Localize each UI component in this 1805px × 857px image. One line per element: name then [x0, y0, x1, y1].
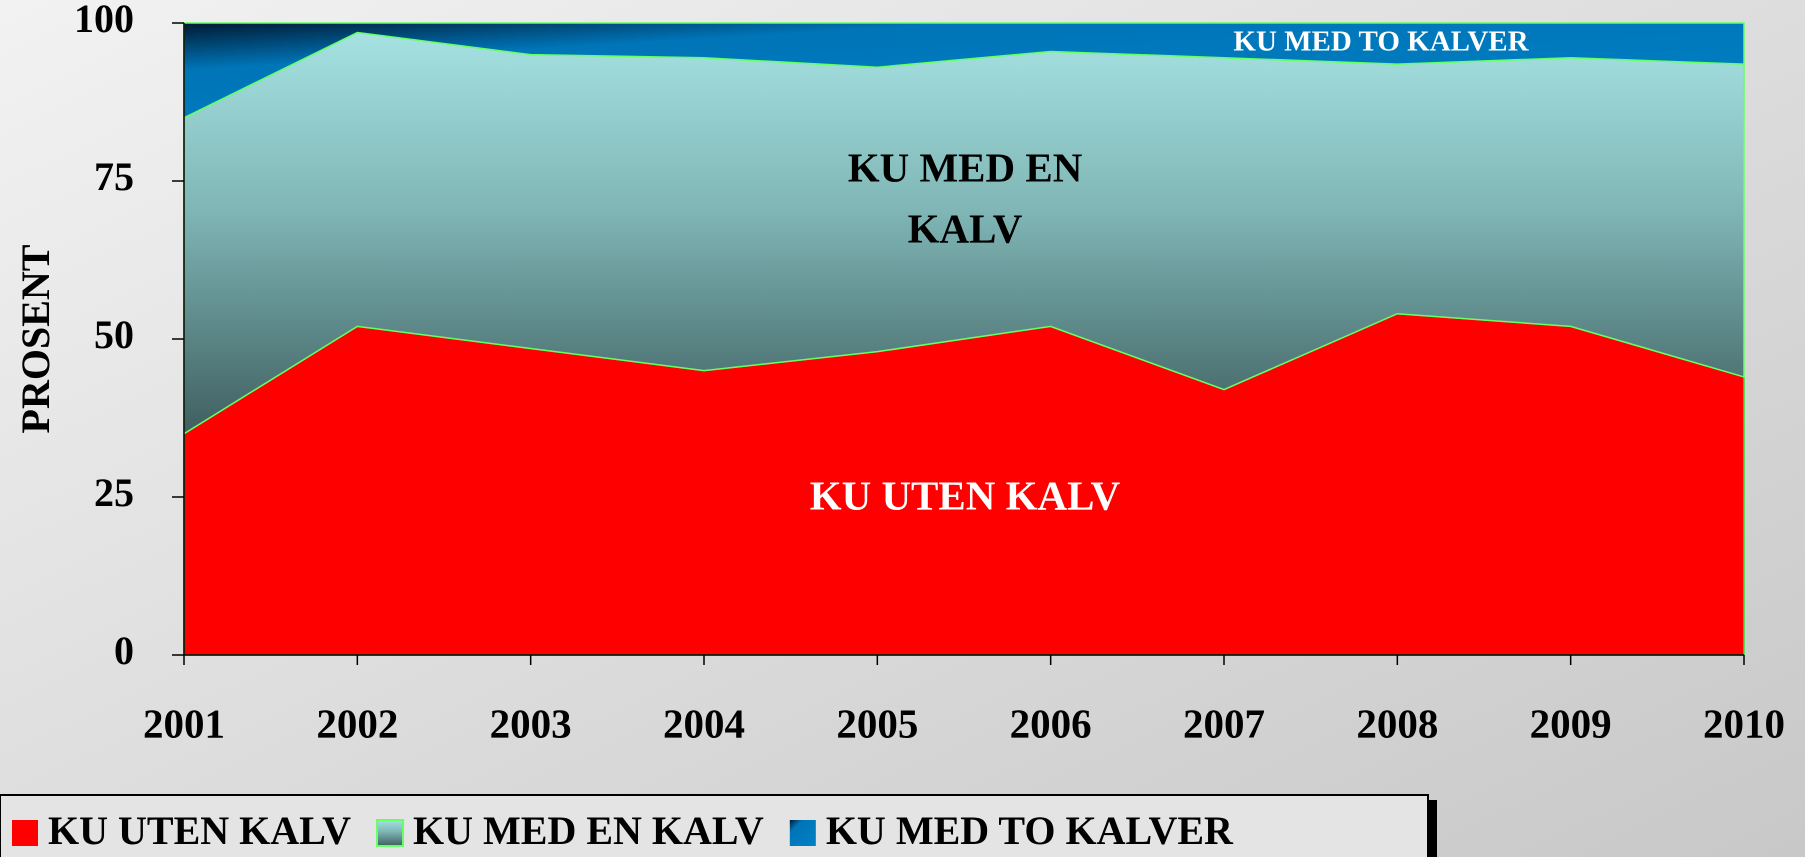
y-tick-label: 50: [94, 312, 134, 357]
x-tick-label: 2009: [1530, 700, 1612, 746]
legend-swatch: [789, 820, 816, 846]
annotation: KALV: [908, 205, 1023, 251]
y-tick-label: 25: [94, 470, 134, 515]
x-tick-label: 2006: [1010, 700, 1092, 746]
x-tick-label: 2010: [1703, 700, 1785, 746]
x-tick-label: 2001: [143, 700, 225, 746]
x-tick-label: 2008: [1356, 700, 1438, 746]
x-tick-label: 2004: [663, 700, 745, 746]
area: [183, 22, 1745, 120]
y-tick-label: 100: [74, 0, 134, 41]
x-tick-label: 2003: [490, 700, 572, 746]
annotation: KU MED TO KALVER: [1233, 26, 1529, 58]
x-tick-label: 2007: [1183, 700, 1265, 746]
legend-swatch: [376, 819, 405, 847]
y-axis-label: PROSENT: [13, 244, 58, 433]
legend-box: [0, 794, 1429, 857]
x-tick-label: 2005: [836, 700, 918, 746]
y-tick-label: 75: [94, 154, 134, 199]
legend-label: KU MED TO KALVER: [826, 808, 1234, 853]
legend-label: KU MED EN KALV: [413, 808, 764, 853]
y-tick-label: 0: [114, 628, 134, 673]
legend: KU UTEN KALV KU MED EN KALV KU MED TO KALV…: [0, 794, 1437, 857]
legend-swatch: [12, 820, 38, 846]
x-tick-label: 2002: [316, 700, 398, 746]
annotation: KU UTEN KALV: [810, 472, 1121, 518]
legend-label: KU UTEN KALV: [48, 808, 351, 853]
annotation: KU MED EN: [848, 144, 1083, 190]
